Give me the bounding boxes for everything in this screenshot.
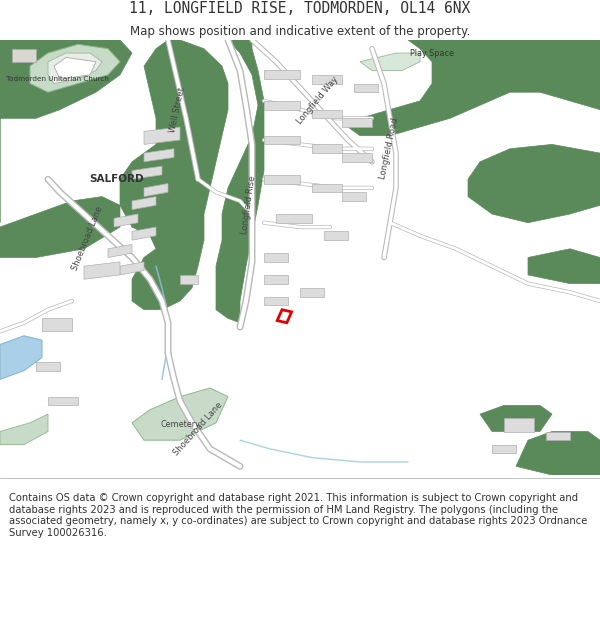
Polygon shape (0, 40, 72, 118)
Polygon shape (324, 231, 348, 240)
Polygon shape (0, 40, 132, 222)
Text: 11, LONGFIELD RISE, TODMORDEN, OL14 6NX: 11, LONGFIELD RISE, TODMORDEN, OL14 6NX (130, 1, 470, 16)
Polygon shape (132, 197, 156, 209)
Polygon shape (354, 84, 378, 92)
Polygon shape (312, 109, 342, 118)
Polygon shape (120, 262, 144, 275)
Polygon shape (276, 214, 312, 222)
Polygon shape (42, 318, 72, 331)
Text: Longfield Road: Longfield Road (378, 118, 400, 180)
Polygon shape (312, 184, 342, 192)
Text: Play Space: Play Space (410, 49, 454, 58)
Polygon shape (180, 275, 198, 284)
Polygon shape (528, 249, 600, 284)
Polygon shape (264, 101, 300, 109)
Text: Cemetery: Cemetery (160, 421, 200, 429)
Polygon shape (0, 414, 48, 444)
Polygon shape (264, 253, 288, 262)
Polygon shape (132, 388, 228, 440)
Polygon shape (54, 58, 96, 79)
Polygon shape (360, 53, 420, 71)
Polygon shape (144, 149, 174, 162)
Polygon shape (84, 262, 120, 279)
Text: Todmorden Unitarian Church: Todmorden Unitarian Church (5, 76, 109, 82)
Polygon shape (264, 136, 300, 144)
Polygon shape (264, 297, 288, 306)
Polygon shape (108, 244, 132, 258)
Polygon shape (342, 153, 372, 162)
Text: Well Street: Well Street (168, 86, 186, 133)
Polygon shape (468, 144, 600, 222)
Polygon shape (132, 166, 162, 179)
Polygon shape (312, 75, 342, 84)
Polygon shape (30, 44, 120, 92)
Polygon shape (348, 40, 600, 136)
Polygon shape (264, 175, 300, 184)
Polygon shape (264, 71, 300, 79)
Text: Contains OS data © Crown copyright and database right 2021. This information is : Contains OS data © Crown copyright and d… (9, 493, 587, 538)
Text: Longfield Way: Longfield Way (296, 76, 340, 126)
Polygon shape (114, 214, 138, 227)
Text: Longfield Rise: Longfield Rise (241, 176, 257, 235)
Text: Shoebroad Lane: Shoebroad Lane (70, 204, 104, 271)
Polygon shape (216, 40, 264, 322)
Polygon shape (342, 118, 372, 127)
Polygon shape (144, 127, 180, 144)
Text: SALFORD: SALFORD (89, 174, 145, 184)
Polygon shape (132, 227, 156, 240)
Polygon shape (516, 431, 600, 475)
Polygon shape (36, 362, 60, 371)
Polygon shape (264, 275, 288, 284)
Text: Map shows position and indicative extent of the property.: Map shows position and indicative extent… (130, 25, 470, 38)
Polygon shape (480, 406, 552, 431)
Polygon shape (144, 184, 168, 197)
Polygon shape (0, 197, 120, 258)
Polygon shape (48, 397, 78, 406)
Polygon shape (48, 53, 102, 84)
Polygon shape (546, 431, 570, 440)
Polygon shape (0, 336, 42, 379)
Polygon shape (312, 144, 342, 153)
Polygon shape (300, 288, 324, 297)
Polygon shape (120, 40, 228, 310)
Polygon shape (504, 419, 534, 431)
Text: Shoebroad Lane: Shoebroad Lane (172, 401, 224, 458)
Polygon shape (492, 444, 516, 453)
Polygon shape (12, 49, 36, 62)
Polygon shape (342, 192, 366, 201)
